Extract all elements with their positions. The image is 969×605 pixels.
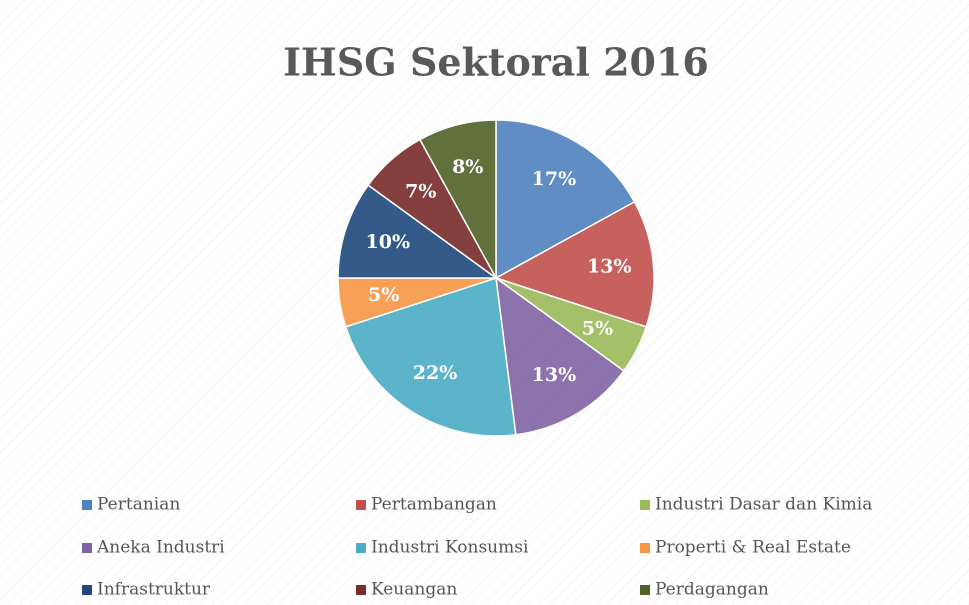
data-label: 5% (368, 284, 399, 306)
legend-swatch (82, 543, 92, 553)
chart-title: IHSG Sektoral 2016 (283, 40, 709, 85)
data-label: 5% (582, 318, 613, 340)
legend-swatch (356, 500, 366, 510)
legend-label: Industri Konsumsi (371, 538, 529, 558)
pie-slice (494, 200, 655, 328)
data-label: 22% (413, 362, 458, 384)
legend-swatch (356, 585, 366, 595)
legend-swatch (640, 585, 650, 595)
data-label: 17% (532, 168, 577, 190)
legend-swatch (356, 543, 366, 553)
legend-swatch (82, 585, 92, 595)
legend-swatch (82, 500, 92, 510)
legend-label: Keuangan (371, 580, 457, 600)
legend-label: Properti & Real Estate (655, 538, 851, 558)
data-label: 8% (452, 156, 483, 178)
legend-swatch (640, 500, 650, 510)
pie-slice (495, 276, 625, 436)
pie-slice (344, 277, 517, 437)
data-label: 13% (532, 364, 577, 386)
data-label: 13% (587, 255, 632, 277)
legend-label: Pertanian (97, 495, 180, 515)
pie-slice (495, 119, 636, 280)
pie-slice (418, 119, 497, 279)
legend-label: Aneka Industri (96, 538, 225, 558)
data-label: 7% (405, 181, 436, 203)
legend-label: Industri Dasar dan Kimia (655, 495, 872, 515)
legend-swatch (640, 543, 650, 553)
legend-label: Perdagangan (655, 580, 769, 600)
legend-label: Infrastruktur (97, 580, 211, 600)
data-label: 10% (366, 231, 411, 253)
legend-label: Pertambangan (371, 495, 497, 515)
pie-slice (337, 184, 499, 279)
